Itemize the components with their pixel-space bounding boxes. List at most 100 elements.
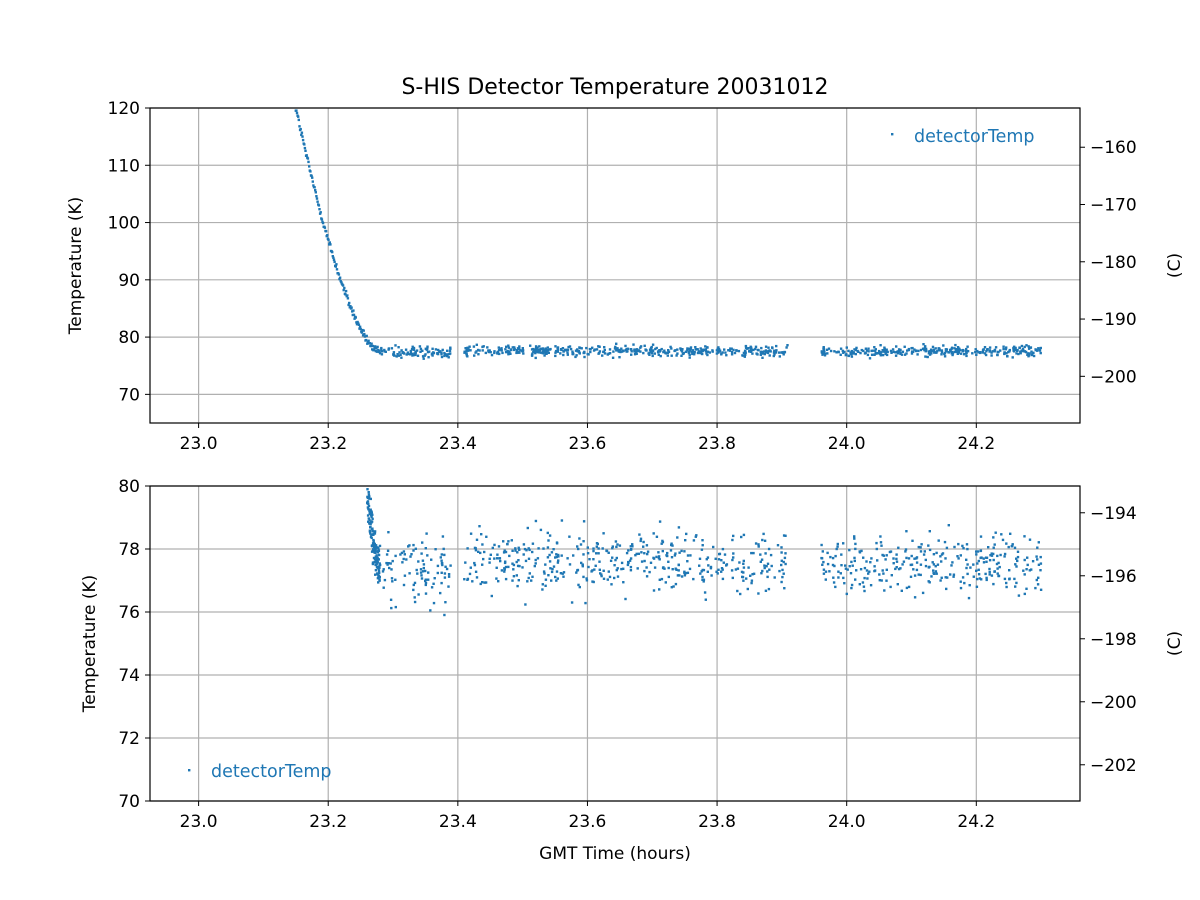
data-point: [1023, 350, 1027, 353]
data-point: [885, 568, 888, 571]
data-point: [696, 348, 699, 351]
data-point: [1008, 578, 1011, 581]
data-point: [995, 562, 999, 566]
data-point: [366, 488, 369, 491]
data-point: [440, 562, 444, 565]
top-panel-frame: [149, 107, 1081, 424]
data-point: [335, 263, 338, 266]
data-point: [427, 578, 430, 581]
data-point: [678, 551, 681, 554]
data-point: [961, 350, 965, 353]
data-point: [950, 350, 954, 354]
data-point: [822, 560, 825, 564]
data-point: [854, 547, 857, 551]
data-point: [391, 580, 394, 583]
data-point: [468, 572, 472, 576]
data-point: [611, 556, 614, 559]
data-point: [615, 342, 618, 345]
data-point: [645, 575, 649, 578]
bottom-panel-frame: [149, 485, 1081, 802]
data-point: [905, 586, 909, 590]
data-point: [879, 353, 883, 357]
data-point: [988, 567, 991, 571]
data-point: [667, 349, 670, 352]
data-point: [685, 532, 688, 536]
data-point: [359, 327, 362, 331]
data-point: [468, 345, 471, 348]
data-point: [990, 574, 994, 577]
data-point: [635, 348, 639, 351]
data-point: [661, 549, 664, 553]
data-point: [686, 560, 689, 563]
data-point: [876, 559, 879, 562]
data-point: [419, 571, 423, 574]
data-point: [899, 348, 902, 352]
data-point: [666, 551, 669, 555]
data-point: [730, 351, 734, 354]
data-point: [552, 565, 556, 568]
data-point: [1005, 542, 1008, 545]
data-point: [542, 351, 546, 354]
data-point: [763, 566, 766, 570]
data-point: [643, 559, 646, 563]
data-point: [980, 578, 983, 581]
data-point: [915, 561, 919, 564]
x-tick-label: 24.0: [828, 812, 866, 832]
data-point: [377, 570, 381, 573]
data-point: [847, 354, 850, 357]
data-point: [933, 351, 936, 354]
data-point: [752, 551, 755, 555]
data-point: [502, 551, 506, 554]
data-point: [1039, 346, 1042, 350]
y-tick-label: 78: [118, 540, 140, 560]
data-point: [667, 566, 670, 570]
data-point: [848, 565, 851, 568]
data-point: [333, 260, 336, 264]
data-point: [613, 564, 616, 567]
data-point: [701, 544, 704, 547]
data-point: [1015, 581, 1018, 585]
data-point: [894, 354, 898, 357]
data-point: [655, 346, 658, 350]
data-point: [717, 568, 720, 571]
data-point: [875, 547, 878, 551]
data-point: [504, 350, 508, 354]
data-point: [527, 547, 530, 550]
data-point: [718, 349, 722, 352]
data-point: [420, 574, 423, 577]
data-point: [703, 591, 707, 594]
data-point: [783, 351, 787, 354]
data-point: [377, 549, 381, 552]
data-point: [883, 347, 886, 351]
data-point: [537, 547, 540, 550]
data-point: [365, 334, 368, 338]
y2-tick-label: −200: [1090, 693, 1137, 713]
data-point: [757, 545, 760, 548]
data-point: [864, 347, 868, 350]
data-point: [550, 579, 553, 582]
data-point: [982, 557, 985, 560]
data-point: [1017, 352, 1020, 356]
data-point: [372, 348, 376, 352]
data-point: [358, 325, 362, 328]
data-point: [822, 572, 826, 575]
data-point: [538, 348, 541, 352]
data-point: [907, 585, 911, 589]
data-point: [593, 568, 596, 571]
data-point: [937, 539, 940, 542]
data-point: [304, 149, 307, 152]
data-point: [603, 348, 606, 352]
data-point: [595, 552, 598, 555]
data-point: [878, 573, 881, 576]
data-point: [748, 350, 751, 353]
data-point: [664, 351, 667, 354]
data-point: [766, 351, 770, 355]
data-point: [517, 348, 520, 351]
data-point: [580, 561, 583, 565]
data-point: [473, 546, 477, 550]
data-point: [627, 560, 630, 564]
data-point: [606, 578, 609, 581]
data-point: [366, 514, 370, 517]
data-point: [602, 532, 605, 535]
data-point: [761, 350, 764, 354]
